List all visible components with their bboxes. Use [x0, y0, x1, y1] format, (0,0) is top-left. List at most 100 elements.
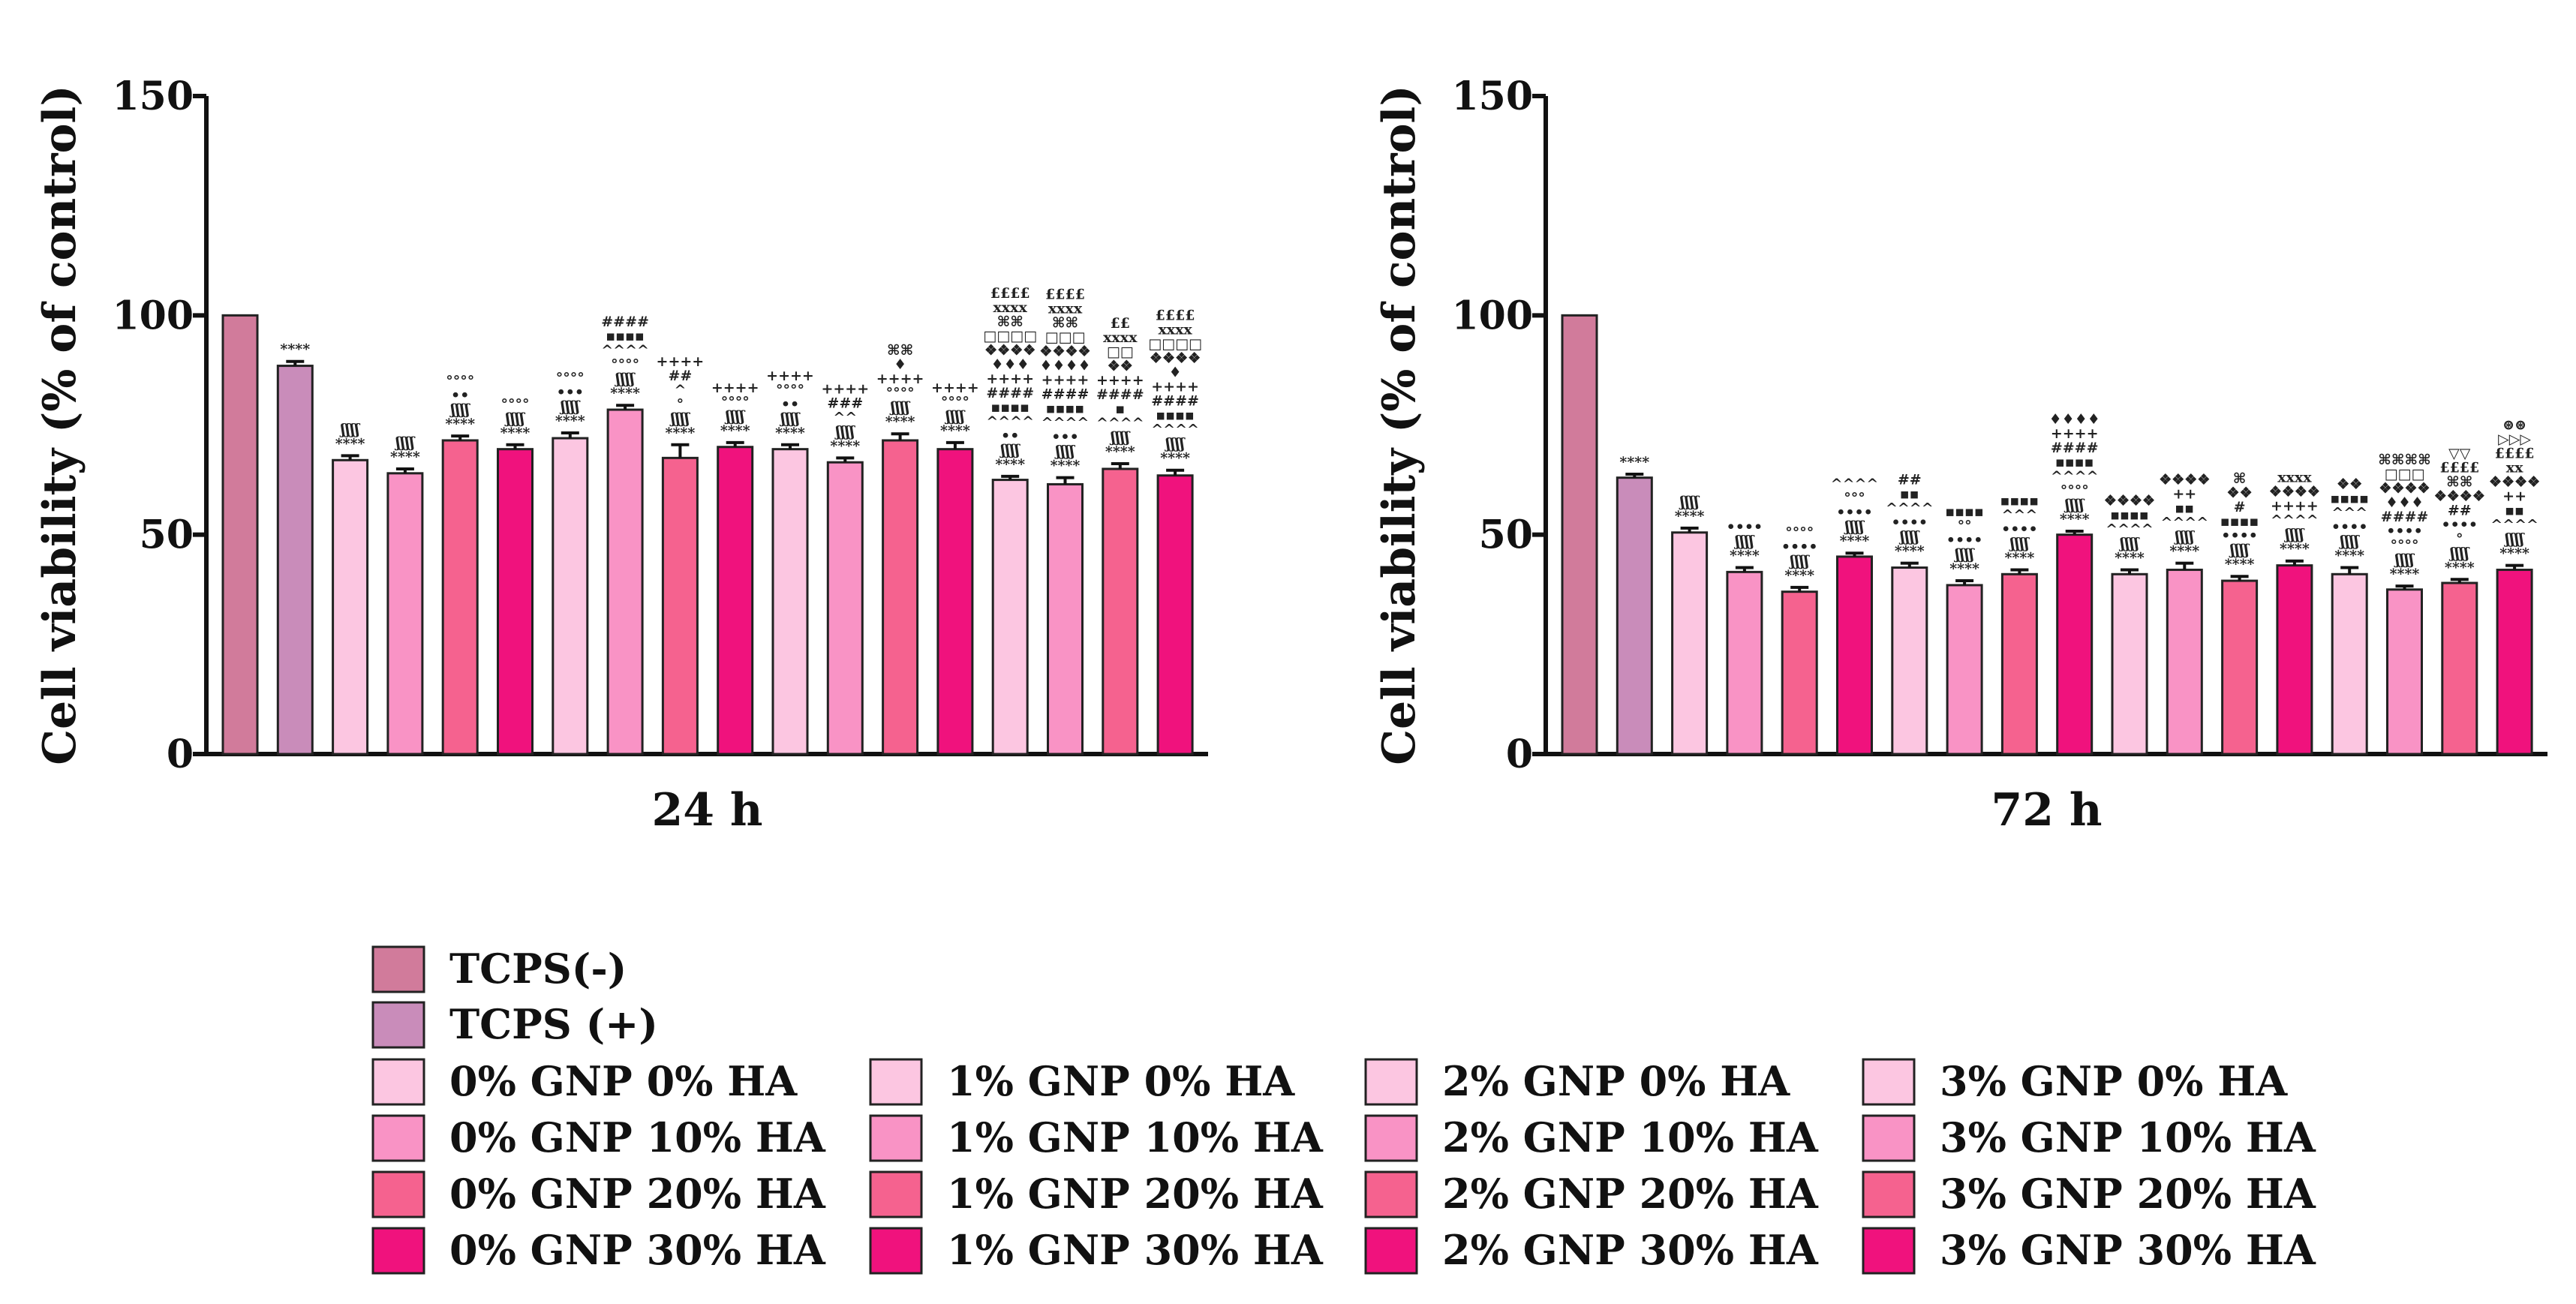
significance-marker: ••••	[2001, 521, 2038, 537]
significance-marker: ^^^^	[2490, 517, 2538, 533]
significance-marker: ####	[1151, 393, 1199, 410]
bar	[386, 472, 424, 756]
significance-marker: □□□□	[983, 328, 1037, 344]
significance-marker: °	[677, 396, 684, 413]
significance-marker: ****	[885, 413, 915, 430]
significance-marker: ʃʃʃʃ	[779, 410, 801, 427]
bar	[1836, 555, 1873, 756]
legend-swatch	[371, 1058, 425, 1106]
significance-marker: ʃʃʃʃ	[2118, 535, 2140, 551]
significance-marker: ****	[1949, 560, 1979, 577]
significance-marker: ££££	[990, 285, 1030, 302]
legend-label: 2% GNP 20% HA	[1442, 1170, 1819, 1218]
significance-marker: ❖❖❖❖	[1150, 350, 1201, 367]
significance-marker: ^^	[833, 409, 857, 425]
significance-marker: ❖❖❖❖	[2489, 474, 2540, 491]
significance-marker: ##	[2448, 502, 2472, 518]
x-axis-label: 24 h	[651, 784, 762, 837]
significance-marker: ʃʃʃʃ	[2504, 531, 2526, 548]
significance-marker: ****	[830, 437, 860, 454]
significance-marker: ****	[1051, 458, 1081, 474]
significance-marker: ££££	[2495, 446, 2535, 462]
significance-marker: ⌘⌘	[887, 342, 913, 359]
legend-label: 0% GNP 10% HA	[449, 1113, 826, 1161]
significance-marker: ▪▪	[1900, 486, 1919, 503]
bar	[332, 458, 369, 756]
significance-marker: °°°	[1844, 490, 1865, 506]
bar	[2386, 588, 2423, 756]
legend-label: 3% GNP 10% HA	[1940, 1113, 2316, 1161]
significance-marker: ••••	[1727, 519, 1763, 536]
significance-marker: ****	[1895, 543, 1925, 560]
significance-marker: ʃʃʃʃ	[2339, 533, 2361, 550]
significance-marker: ++++	[1096, 372, 1144, 389]
significance-marker: ❖❖	[2227, 485, 2253, 501]
significance-marker: ##	[1898, 472, 1922, 488]
significance-marker: ++	[2502, 488, 2526, 505]
significance-marker: ⊛⊛	[2502, 417, 2526, 434]
bar	[2221, 579, 2259, 756]
significance-marker: ʃʃʃʃ	[2174, 529, 2196, 545]
legend-swatch	[371, 1114, 425, 1162]
significance-marker: □□□	[1045, 329, 1086, 346]
significance-marker: ^^^^	[601, 342, 649, 359]
significance-marker: ^^^^	[1886, 500, 1934, 517]
significance-marker: xx	[2506, 460, 2523, 476]
significance-marker: °°°°	[941, 394, 969, 410]
significance-marker: ^^^	[2002, 506, 2038, 523]
bar	[1047, 482, 1084, 756]
significance-marker: ^^^^	[1831, 476, 1879, 492]
significance-marker: ʃʃʃʃ	[339, 421, 361, 437]
bar	[276, 365, 314, 756]
significance-marker: ʃʃʃʃ	[999, 442, 1021, 458]
significance-marker: ʃʃʃʃ	[1054, 443, 1076, 460]
significance-marker: ^^^^	[1151, 422, 1199, 438]
significance-marker: °°°°	[776, 382, 804, 398]
significance-marker: ••••	[1836, 504, 1873, 521]
significance-marker: ❖❖❖❖	[1039, 344, 1090, 360]
significance-marker: °°°°	[886, 385, 915, 401]
bar	[221, 314, 259, 756]
bar	[441, 439, 479, 756]
significance-marker: ++++	[766, 368, 814, 384]
bar	[771, 448, 809, 756]
legend-swatch	[371, 945, 425, 993]
significance-marker: °°°°	[2060, 482, 2089, 499]
significance-marker: ⌘⌘	[2446, 473, 2472, 490]
legend-label: 3% GNP 30% HA	[1940, 1226, 2316, 1274]
significance-marker: ••••	[2221, 527, 2258, 544]
significance-marker: °	[2456, 530, 2463, 547]
legend-swatch	[869, 1170, 923, 1218]
bar	[2056, 533, 2094, 756]
significance-marker: ++++	[2051, 425, 2099, 442]
significance-marker: ****	[2280, 541, 2310, 557]
significance-marker: ▽▽	[2448, 445, 2471, 461]
significance-marker: ####	[2381, 509, 2429, 525]
significance-marker: ʃʃʃʃ	[669, 410, 691, 427]
significance-marker: ▪▪	[2175, 500, 2194, 517]
bar	[717, 446, 754, 756]
bar	[552, 437, 589, 756]
significance-marker: ^^^	[2331, 505, 2367, 521]
significance-marker: ++++	[2271, 498, 2319, 515]
significance-marker: □□□□	[1148, 336, 1202, 353]
bar	[2276, 564, 2313, 756]
significance-marker: ++++	[986, 371, 1034, 387]
significance-marker: ▪	[1115, 401, 1125, 417]
significance-marker: ʃʃʃʃ	[2009, 535, 2030, 551]
significance-marker: ʃʃʃʃ	[1679, 494, 1700, 510]
significance-marker: °°°°	[556, 370, 585, 386]
significance-marker: ****	[1784, 567, 1814, 584]
significance-marker: ♦♦♦♦	[2049, 411, 2100, 428]
legend-label: TCPS(-)	[449, 945, 627, 993]
significance-marker: ❖❖❖❖	[2269, 484, 2320, 500]
significance-marker: ££££	[2439, 459, 2479, 476]
legend-label: TCPS (+)	[449, 1000, 658, 1048]
significance-marker: ++++	[1151, 379, 1199, 395]
legend-swatch	[1862, 1058, 1916, 1106]
legend-label: 0% GNP 30% HA	[449, 1226, 826, 1274]
significance-marker: ʃʃʃʃ	[1898, 529, 1920, 545]
significance-marker: ****	[1675, 508, 1705, 524]
significance-marker: ♦♦♦♦	[1039, 358, 1090, 374]
